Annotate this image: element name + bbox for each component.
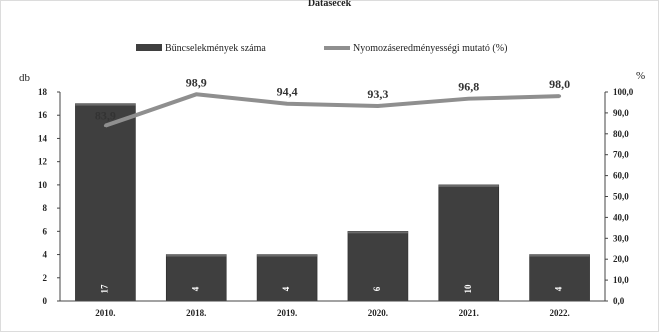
left-tick-label: 12: [38, 157, 48, 167]
line-point: [467, 97, 471, 101]
left-axis-ticks: 0 2 4 6 8 10 12 14 16 18: [38, 87, 60, 306]
category-label: 2019.: [277, 308, 297, 318]
bar-data-label: 4: [190, 286, 200, 291]
category-label: 2022.: [549, 308, 569, 318]
line-data-label: 98,9: [186, 75, 207, 89]
legend-swatch-bars: [136, 44, 162, 51]
bar: [165, 254, 227, 302]
bar-data-label: 4: [281, 286, 291, 291]
line-data-label: 96,8: [458, 80, 479, 94]
line-point: [285, 102, 289, 106]
bar-top-edge: [257, 254, 318, 257]
bar-series: [75, 103, 590, 302]
bar-data-label: 10: [463, 284, 473, 294]
line-point: [558, 94, 562, 98]
right-tick-label: 40,0: [613, 212, 629, 222]
category-label: 2010.: [95, 308, 115, 318]
right-tick-label: 80,0: [613, 129, 629, 139]
left-axis-unit: db: [19, 72, 31, 84]
line-point: [103, 124, 107, 128]
right-tick-label: 100,0: [613, 87, 634, 97]
line-data-label: 93,3: [367, 87, 388, 101]
bar-data-labels: 17 4 4 6 10 4: [99, 284, 563, 294]
left-tick-label: 6: [43, 226, 48, 236]
bar-top-edge: [166, 254, 227, 257]
bar-data-label: 4: [554, 286, 564, 291]
left-tick-label: 4: [43, 250, 48, 260]
category-label: 2018.: [186, 308, 206, 318]
bar: [256, 254, 318, 302]
bar-data-label: 17: [99, 284, 109, 294]
right-tick-label: 30,0: [613, 233, 629, 243]
legend: Bűncselekmények száma Nyomozáseredményes…: [136, 43, 507, 54]
right-tick-label: 70,0: [613, 150, 629, 160]
bar-top-edge: [438, 184, 499, 187]
bar: [75, 103, 136, 302]
legend-label-line: Nyomozáseredményességi mutató (%): [353, 43, 507, 54]
line-data-label: 94,4: [277, 85, 298, 99]
left-tick-label: 2: [43, 273, 48, 283]
line-point: [376, 104, 380, 108]
left-tick-label: 8: [43, 203, 48, 213]
right-axis-unit: %: [636, 70, 645, 82]
bar: [438, 184, 500, 302]
category-axis-labels: 2010. 2018. 2019. 2020. 2021. 2022.: [95, 308, 569, 318]
category-label: 2021.: [459, 308, 479, 318]
left-tick-label: 0: [43, 296, 48, 306]
chart-title: Datasecek: [308, 0, 352, 9]
bar-top-edge: [347, 231, 408, 234]
right-tick-label: 60,0: [613, 171, 629, 181]
right-tick-label: 90,0: [613, 108, 629, 118]
right-tick-label: 50,0: [613, 192, 629, 202]
left-tick-label: 16: [38, 110, 48, 120]
line-data-labels: 83,9 98,9 94,4 93,3 96,8 98,0: [95, 75, 570, 122]
category-label: 2020.: [368, 308, 388, 318]
right-tick-label: 20,0: [613, 254, 629, 264]
line-path: [104, 92, 560, 128]
left-tick-label: 14: [38, 133, 48, 143]
legend-label-bars: Bűncselekmények száma: [165, 43, 266, 54]
line-data-label: 83,9: [95, 109, 116, 123]
right-tick-label: 0,0: [613, 296, 625, 306]
bar-data-label: 6: [372, 286, 382, 291]
bar-top-edge: [75, 103, 136, 106]
line-data-label: 98,0: [549, 77, 570, 91]
bar: [347, 231, 409, 302]
bar: [529, 254, 590, 302]
bar-top-edge: [529, 254, 590, 257]
line-series: [103, 92, 562, 128]
left-tick-label: 10: [38, 180, 48, 190]
left-tick-label: 18: [38, 87, 48, 97]
right-tick-label: 10,0: [613, 275, 629, 285]
line-point: [194, 92, 198, 96]
